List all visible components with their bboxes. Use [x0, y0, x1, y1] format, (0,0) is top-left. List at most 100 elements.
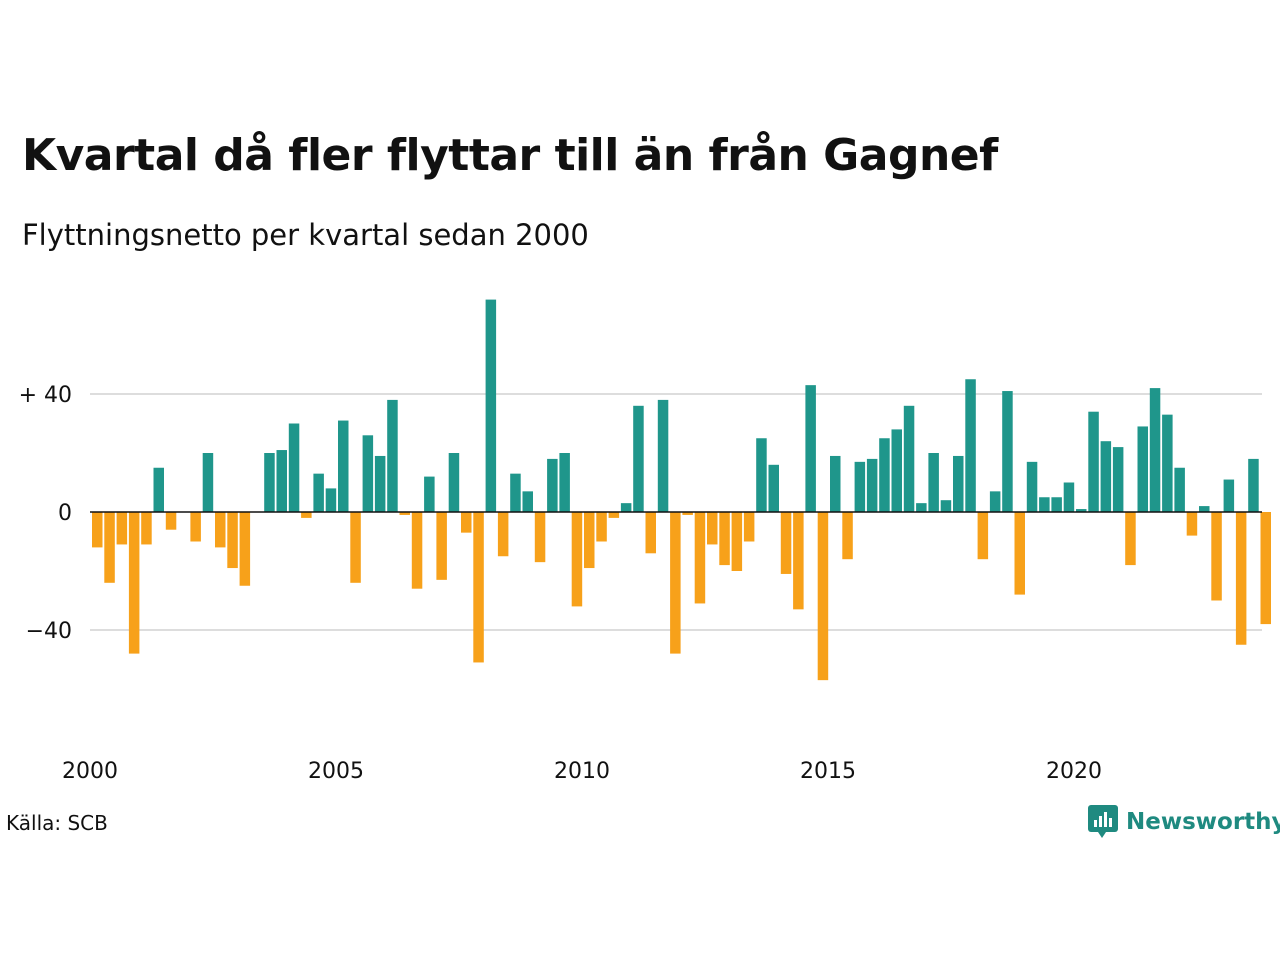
y-tick-label: + 40: [19, 383, 72, 408]
bar-2004Q4: [325, 488, 337, 512]
chart-title: Kvartal då fler flyttar till än från Gag…: [22, 130, 998, 181]
newsworthy-logo[interactable]: Newsworthy: [1088, 805, 1280, 839]
bar-2008Q4: [522, 491, 533, 512]
bar-2012Q1: [682, 512, 693, 515]
bar-2005Q4: [374, 455, 386, 512]
bar-2004Q3: [313, 473, 324, 512]
bar-2002Q4: [227, 512, 238, 569]
y-tick-label: −40: [26, 619, 72, 644]
bar-chart: + 40 0 −40 2000 2005 2010 2015 2020: [19, 299, 1271, 784]
bar-2003Q4: [276, 450, 287, 512]
bar-2006Q4: [424, 476, 435, 512]
bar-2023Q3: [1248, 458, 1259, 512]
bar-2015Q2: [842, 512, 853, 560]
bar-2000Q2: [104, 512, 115, 583]
bar-2001Q1: [141, 512, 152, 545]
x-tick-label: 2005: [308, 759, 364, 784]
bar-2016Q2: [891, 429, 902, 512]
bar-2023Q1: [1223, 479, 1235, 512]
bar-2017Q1: [928, 453, 939, 512]
bar-2008Q1: [485, 299, 497, 512]
axes: + 40 0 −40 2000 2005 2010 2015 2020: [19, 383, 1262, 784]
bar-2011Q3: [657, 399, 669, 512]
bar-2010Q4: [620, 503, 632, 512]
bar-2011Q2: [645, 512, 656, 554]
bar-2020Q1: [1076, 509, 1087, 512]
bar-2000Q3: [116, 512, 128, 545]
bar-2006Q1: [387, 399, 398, 512]
bars: [92, 299, 1271, 681]
bar-2009Q1: [534, 512, 546, 563]
bar-2009Q2: [547, 458, 558, 512]
bar-2001Q2: [153, 467, 164, 512]
bar-2020Q4: [1112, 447, 1124, 512]
bar-2022Q4: [1211, 512, 1222, 601]
x-tick-label: 2010: [554, 759, 610, 784]
bar-2022Q2: [1186, 512, 1198, 536]
bar-2002Q2: [202, 453, 214, 512]
bar-2003Q3: [264, 453, 275, 512]
bar-2000Q4: [128, 512, 140, 654]
bar-2014Q2: [793, 512, 804, 610]
bar-2018Q1: [977, 512, 989, 560]
bar-2016Q1: [879, 438, 890, 512]
bar-2011Q4: [670, 512, 681, 654]
bar-2019Q3: [1051, 497, 1062, 512]
source-note: Källa: SCB: [6, 811, 108, 835]
bar-2011Q1: [633, 405, 644, 512]
bar-2010Q3: [608, 512, 620, 518]
bar-2005Q3: [362, 435, 374, 512]
bar-2019Q4: [1063, 482, 1075, 512]
bar-2015Q3: [854, 461, 866, 512]
bar-2022Q3: [1199, 506, 1210, 512]
bar-2016Q4: [916, 503, 927, 512]
bar-2013Q2: [743, 512, 755, 542]
newsworthy-logo-icon: [1088, 805, 1118, 838]
bar-2012Q3: [707, 512, 718, 545]
bar-2006Q2: [399, 512, 410, 515]
bar-2000Q1: [92, 512, 103, 548]
bar-2005Q1: [338, 420, 349, 512]
bar-2012Q4: [719, 512, 730, 566]
bar-2002Q1: [190, 512, 201, 542]
bar-2007Q4: [473, 512, 484, 663]
bar-2008Q3: [510, 473, 521, 512]
bar-2018Q3: [1002, 391, 1013, 512]
bar-2018Q4: [1014, 512, 1025, 595]
bar-2004Q2: [301, 512, 312, 518]
bar-2003Q1: [239, 512, 251, 586]
x-tick-label: 2015: [800, 759, 856, 784]
bar-2020Q2: [1088, 411, 1099, 512]
bar-2004Q1: [288, 423, 300, 512]
bar-2022Q1: [1174, 467, 1185, 512]
bar-2019Q2: [1039, 497, 1050, 512]
bar-2007Q1: [436, 512, 447, 580]
bar-2013Q1: [731, 512, 743, 571]
bar-2009Q3: [559, 453, 570, 512]
chart-subtitle: Flyttningsnetto per kvartal sedan 2000: [22, 218, 589, 252]
bar-2006Q3: [411, 512, 423, 589]
bar-2017Q3: [953, 455, 964, 512]
bar-2007Q3: [461, 512, 472, 533]
bar-2012Q2: [694, 512, 706, 604]
bar-2015Q1: [830, 455, 841, 512]
bar-2017Q2: [940, 500, 952, 512]
bar-2014Q1: [780, 512, 792, 574]
bar-2015Q4: [866, 458, 878, 512]
y-tick-label: 0: [58, 501, 72, 526]
bar-2020Q3: [1100, 441, 1112, 512]
bar-2013Q3: [756, 438, 767, 512]
x-tick-label: 2000: [62, 759, 118, 784]
bar-2021Q4: [1162, 414, 1173, 512]
bar-2023Q4: [1260, 512, 1271, 625]
bar-2001Q3: [165, 512, 177, 530]
bar-2014Q4: [817, 512, 829, 681]
bar-2021Q1: [1125, 512, 1136, 566]
bar-2023Q2: [1235, 512, 1247, 645]
bar-2017Q4: [965, 379, 976, 512]
bar-2019Q1: [1026, 461, 1038, 512]
logo-text: Newsworthy: [1126, 809, 1280, 835]
bar-2009Q4: [571, 512, 583, 607]
bar-2014Q3: [805, 385, 816, 512]
bar-2005Q2: [350, 512, 361, 583]
